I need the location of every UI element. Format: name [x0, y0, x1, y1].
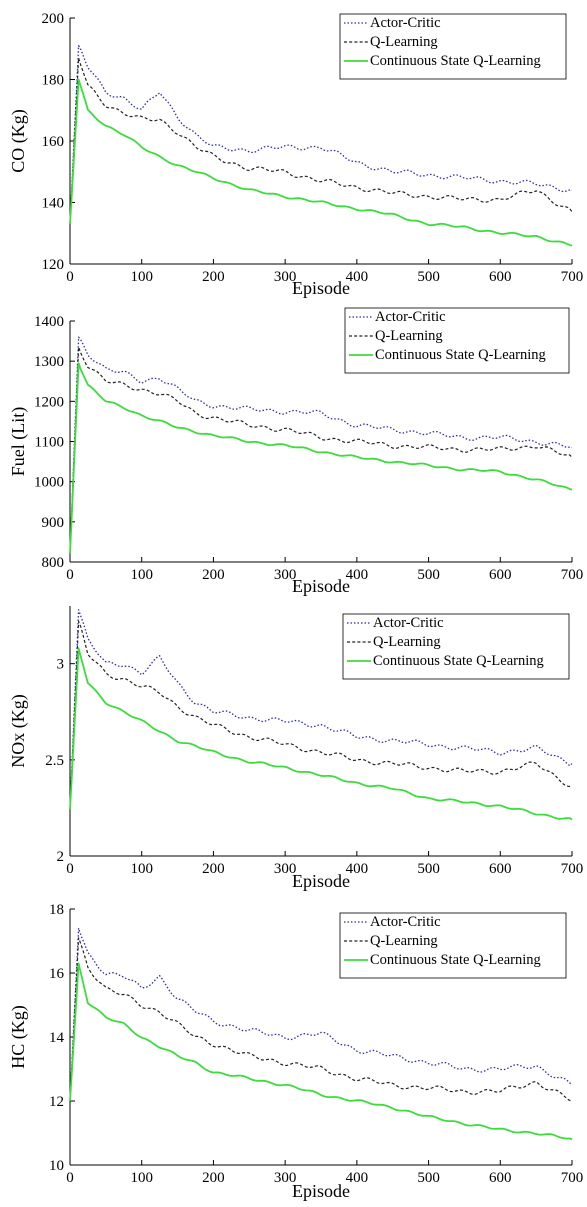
y-tick-label: 900	[42, 515, 65, 531]
legend-entry: Q-Learning	[370, 34, 438, 50]
x-axis-label: Episode	[292, 1181, 350, 1201]
y-tick-label: 1400	[34, 314, 64, 330]
legend-entry: Q-Learning	[373, 634, 441, 650]
x-axis-label: Episode	[292, 576, 350, 596]
x-tick-label: 500	[417, 1170, 440, 1186]
legend-entry: Actor-Critic	[375, 309, 446, 325]
y-tick-label: 1300	[34, 354, 64, 370]
legend-entry: Actor-Critic	[373, 615, 444, 631]
y-tick-label: 3	[57, 657, 65, 673]
x-tick-label: 300	[274, 567, 297, 583]
series-line-actor-critic	[69, 609, 573, 810]
y-axis-label: Fuel (Lit)	[8, 407, 29, 477]
chart-panel-hc: 10 12 14 16 18 0 100 200 300 400 500 600 700 Episode H…	[0, 902, 587, 1207]
chart-co: 120 140 160 180 200 0 100 200 300 400 500 600 700 Epi…	[8, 11, 584, 298]
x-tick-label: 200	[202, 1170, 225, 1186]
x-tick-label: 400	[346, 269, 369, 285]
x-tick-label: 500	[417, 861, 440, 877]
legend-box	[339, 13, 567, 80]
series-line-continuous	[69, 962, 573, 1141]
x-tick-label: 400	[346, 1170, 369, 1186]
series-line-actor-critic	[69, 927, 573, 1102]
legend-entry: Q-Learning	[375, 328, 443, 344]
y-tick-label: 10	[49, 1158, 64, 1174]
legend-entry: Continuous State Q-Learning	[370, 53, 541, 69]
series-line-continuous	[69, 647, 573, 821]
series-line-continuous	[69, 78, 573, 247]
x-tick-label: 100	[130, 269, 153, 285]
y-tick-label: 200	[42, 11, 65, 27]
y-tick-label: 2.5	[45, 753, 64, 769]
x-tick-label: 600	[489, 861, 512, 877]
y-tick-label: 180	[42, 73, 65, 89]
chart-hc: 10 12 14 16 18 0 100 200 300 400 500 600 700 Episode H…	[8, 902, 584, 1201]
y-tick-label: 2	[57, 849, 65, 865]
x-tick-label: 200	[202, 269, 225, 285]
x-tick-label: 600	[489, 269, 512, 285]
y-tick-label: 800	[42, 555, 65, 571]
y-tick-label: 160	[42, 134, 65, 150]
x-tick-label: 200	[202, 861, 225, 877]
y-tick-label: 140	[42, 196, 65, 212]
x-tick-label: 300	[274, 269, 297, 285]
series-line-actor-critic	[69, 336, 573, 555]
x-tick-label: 0	[66, 567, 74, 583]
series-line-q-learning	[69, 346, 573, 555]
series-line-q-learning	[69, 57, 573, 225]
y-tick-label: 16	[49, 966, 65, 982]
y-tick-label: 120	[42, 257, 65, 273]
x-tick-label: 200	[202, 567, 225, 583]
y-tick-label: 18	[49, 902, 64, 918]
x-tick-label: 700	[561, 567, 584, 583]
series-line-q-learning	[69, 937, 573, 1102]
y-axis-label: NOx (Kg)	[8, 694, 29, 768]
legend-entry: Continuous State Q-Learning	[373, 653, 544, 669]
chart-panel-co: 120 140 160 180 200 0 100 200 300 400 500 600 700 Epi…	[0, 0, 587, 300]
x-tick-label: 100	[130, 567, 153, 583]
x-tick-label: 0	[66, 1170, 74, 1186]
y-axis-label: CO (Kg)	[8, 109, 29, 173]
series-line-q-learning	[69, 620, 573, 810]
chart-panel-nox: 2 2.5 3 0 100 200 300 400 500 600 700 Episode NOx (K…	[0, 600, 587, 905]
x-tick-label: 300	[274, 861, 297, 877]
y-axis-label: HC (Kg)	[8, 1005, 29, 1069]
x-tick-label: 700	[561, 1170, 584, 1186]
y-tick-label: 1100	[35, 435, 64, 451]
x-tick-label: 500	[417, 269, 440, 285]
y-tick-label: 12	[49, 1094, 64, 1110]
x-tick-label: 0	[66, 861, 74, 877]
series-line-actor-critic	[69, 45, 573, 225]
x-tick-label: 300	[274, 1170, 297, 1186]
legend-box	[342, 613, 570, 680]
x-tick-label: 600	[489, 1170, 512, 1186]
y-tick-label: 1000	[34, 475, 64, 491]
x-tick-label: 400	[346, 861, 369, 877]
legend-entry: Actor-Critic	[370, 15, 441, 31]
legend-entry: Continuous State Q-Learning	[370, 952, 541, 968]
legend-box	[344, 307, 570, 374]
chart-panel-fuel: 800 900 1000 1100 1200 1300 1400 0 100 200 300 400 5…	[0, 300, 587, 600]
x-tick-label: 700	[561, 861, 584, 877]
x-tick-label: 400	[346, 567, 369, 583]
x-tick-label: 600	[489, 567, 512, 583]
y-tick-label: 14	[49, 1030, 65, 1046]
x-tick-label: 100	[130, 861, 153, 877]
x-axis-label: Episode	[292, 871, 350, 891]
series-line-continuous	[69, 362, 573, 555]
legend-box	[339, 912, 567, 979]
x-tick-label: 100	[130, 1170, 153, 1186]
x-tick-label: 500	[417, 567, 440, 583]
x-axis-label: Episode	[292, 278, 350, 298]
legend-entry: Actor-Critic	[370, 914, 441, 930]
y-tick-label: 1200	[34, 394, 64, 410]
chart-nox: 2 2.5 3 0 100 200 300 400 500 600 700 Episode NOx (K…	[8, 606, 584, 891]
legend-entry: Q-Learning	[370, 933, 438, 949]
legend-entry: Continuous State Q-Learning	[375, 347, 546, 363]
chart-fuel: 800 900 1000 1100 1200 1300 1400 0 100 200 300 400 5…	[8, 307, 584, 596]
x-tick-label: 700	[561, 269, 584, 285]
x-tick-label: 0	[66, 269, 74, 285]
